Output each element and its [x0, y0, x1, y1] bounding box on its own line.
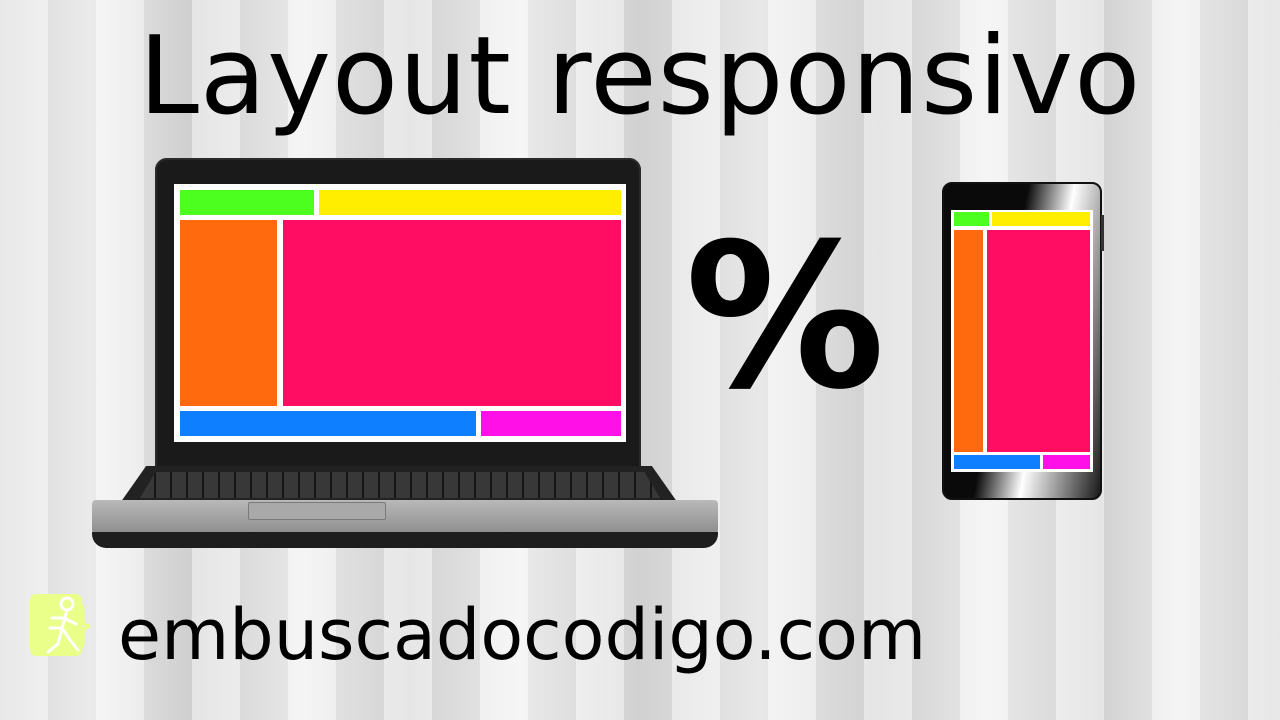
phone-header-right — [992, 212, 1090, 226]
site-url: embuscadocodigo.com — [118, 594, 927, 676]
percent-symbol: % — [684, 201, 886, 434]
laptop-main — [283, 220, 621, 406]
phone-main — [987, 230, 1090, 452]
logo-icon: { } — [22, 588, 99, 662]
svg-text:}: } — [66, 595, 90, 655]
page-title: Layout responsivo — [138, 14, 1142, 139]
laptop-header-left — [180, 190, 314, 215]
laptop-screen — [174, 184, 626, 442]
laptop-header-right — [319, 190, 621, 215]
laptop-footer-left — [180, 411, 476, 436]
laptop-edge — [92, 532, 718, 548]
phone-sidebar — [954, 230, 983, 452]
laptop-footer-right — [481, 411, 621, 436]
phone-footer-left — [954, 455, 1040, 469]
phone-screen — [951, 210, 1093, 472]
phone-header-left — [954, 212, 989, 226]
laptop-sidebar — [180, 220, 277, 406]
laptop-deck — [92, 500, 718, 534]
svg-text:{: { — [24, 595, 57, 655]
phone-footer-right — [1043, 455, 1090, 469]
laptop-keyboard — [140, 472, 660, 498]
laptop-trackpad — [248, 502, 386, 520]
phone-side-button — [1101, 215, 1104, 251]
